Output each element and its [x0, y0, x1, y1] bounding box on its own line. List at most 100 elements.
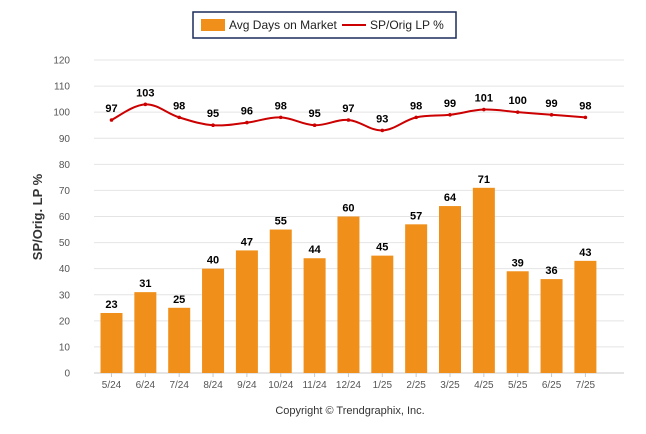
- bar-value-label: 60: [342, 203, 354, 215]
- line-point: [448, 112, 452, 117]
- y-tick-label: 10: [59, 342, 71, 353]
- x-tick-label: 12/24: [336, 380, 361, 391]
- bars: [100, 187, 597, 373]
- y-tick-label: 110: [54, 82, 70, 93]
- x-tick-label: 6/24: [136, 380, 156, 391]
- bar: [168, 307, 191, 373]
- y-tick-label: 70: [59, 186, 71, 197]
- y-tick-label: 50: [59, 238, 71, 249]
- line-value-label: 93: [376, 113, 388, 125]
- bar-value-label: 23: [105, 299, 117, 311]
- bar: [371, 255, 394, 373]
- line-series: [109, 102, 588, 133]
- bar: [269, 229, 292, 373]
- bar-value-label: 43: [579, 247, 591, 259]
- bar: [574, 260, 597, 373]
- x-tick-label: 10/24: [268, 380, 293, 391]
- y-tick-label: 100: [53, 108, 70, 119]
- line-value-label: 95: [308, 108, 320, 120]
- bar: [506, 271, 529, 373]
- bar-value-label: 36: [545, 265, 557, 277]
- x-tick-label: 5/24: [102, 380, 122, 391]
- line-value-label: 100: [509, 95, 527, 107]
- x-tick-label: 6/25: [542, 380, 562, 391]
- bar-value-label: 31: [139, 278, 151, 290]
- y-tick-label: 20: [59, 316, 71, 327]
- line-value-label: 101: [475, 93, 493, 105]
- bar: [472, 187, 495, 373]
- copyright-text: Copyright © Trendgraphix, Inc.: [275, 405, 424, 417]
- y-tick-label: 90: [59, 134, 71, 145]
- bar: [405, 224, 428, 373]
- line-point: [482, 107, 486, 112]
- line-value-label: 95: [207, 108, 219, 120]
- line-point: [312, 123, 317, 128]
- bar: [100, 313, 123, 373]
- line-point: [549, 112, 554, 117]
- y-tick-label: 30: [59, 290, 71, 301]
- x-tick-label: 3/25: [440, 380, 460, 391]
- x-tick-label: 5/25: [508, 380, 528, 391]
- bar-value-label: 44: [308, 244, 321, 256]
- bar-value-label: 71: [478, 174, 490, 186]
- legend-bar-label: Avg Days on Market: [229, 18, 337, 32]
- legend-bar-swatch: [201, 19, 225, 31]
- y-tick-label: 0: [64, 369, 70, 380]
- line-point: [515, 110, 520, 114]
- line-point: [583, 115, 588, 120]
- x-tick-label: 8/24: [203, 380, 223, 391]
- bar-value-label: 64: [444, 192, 457, 204]
- line-point: [414, 115, 418, 120]
- legend-line-label: SP/Orig LP %: [370, 18, 444, 32]
- bar: [303, 258, 326, 373]
- line-value-label: 99: [444, 98, 456, 110]
- bar: [540, 279, 563, 373]
- line-value-label: 97: [105, 103, 117, 115]
- legend: Avg Days on Market SP/Orig LP %: [192, 11, 457, 39]
- line-point: [143, 102, 148, 107]
- line-value-label: 103: [136, 87, 154, 99]
- bar: [134, 292, 157, 373]
- x-tick-label: 7/25: [576, 380, 596, 391]
- x-tick-label: 11/24: [302, 380, 327, 391]
- bar-value-label: 57: [410, 210, 422, 222]
- line-point: [380, 128, 385, 133]
- bar-value-label: 47: [241, 236, 253, 248]
- y-axis-title: SP/Orig. LP %: [30, 173, 45, 260]
- bar-value-label: 25: [173, 294, 185, 306]
- line-value-label: 99: [545, 98, 557, 110]
- line-point: [346, 118, 351, 122]
- line-value-label: 98: [173, 100, 185, 112]
- x-tick-label: 4/25: [474, 380, 494, 391]
- line-value-label: 98: [275, 100, 287, 112]
- line-point: [177, 115, 181, 120]
- line-value-label: 98: [579, 100, 591, 112]
- line-value-label: 96: [241, 106, 253, 118]
- y-tick-label: 120: [53, 56, 70, 67]
- line-point: [211, 123, 215, 128]
- bar: [202, 268, 225, 373]
- line-point: [278, 115, 283, 120]
- bar-value-label: 45: [376, 242, 388, 254]
- bar: [439, 206, 461, 373]
- x-tick-label: 7/24: [169, 380, 189, 391]
- bar: [235, 250, 258, 373]
- data-labels: 23 31 25 40 47 55 44 60 45 57 64 71 39 36 43 97 103 98 95 9…: [105, 87, 591, 311]
- y-tick-label: 60: [59, 212, 71, 223]
- legend-box: [192, 11, 457, 39]
- bar-value-label: 40: [207, 255, 219, 267]
- y-tick-label: 80: [59, 160, 71, 171]
- line-point: [245, 120, 249, 125]
- line-value-label: 97: [342, 103, 354, 115]
- x-tick-label: 2/25: [406, 380, 426, 391]
- bar-value-label: 39: [512, 257, 524, 269]
- x-tick-label: 9/24: [237, 380, 257, 391]
- bar: [337, 216, 360, 373]
- y-tick-label: 40: [59, 264, 71, 275]
- line-point: [109, 118, 114, 122]
- bar-value-label: 55: [275, 216, 287, 228]
- x-tick-label: 1/25: [373, 380, 393, 391]
- line-value-label: 98: [410, 100, 422, 112]
